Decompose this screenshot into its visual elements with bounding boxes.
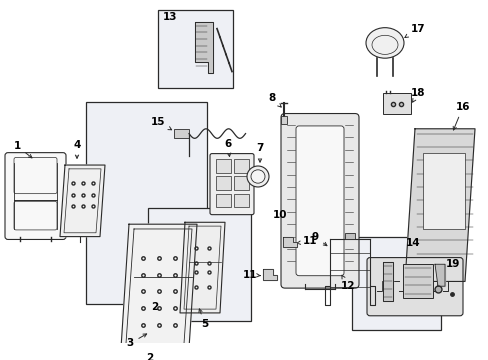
- Polygon shape: [195, 22, 213, 73]
- Bar: [174, 129, 189, 138]
- Text: 3: 3: [126, 334, 146, 348]
- Text: 7: 7: [256, 143, 263, 162]
- Bar: [281, 116, 286, 124]
- Bar: [382, 94, 410, 114]
- Polygon shape: [404, 129, 474, 282]
- Bar: [86, 102, 206, 304]
- Ellipse shape: [250, 170, 264, 183]
- Text: 13: 13: [163, 12, 177, 22]
- Ellipse shape: [365, 28, 403, 58]
- Text: 6: 6: [224, 139, 231, 157]
- Text: 12: 12: [340, 275, 354, 291]
- Bar: [422, 153, 464, 229]
- FancyBboxPatch shape: [366, 258, 462, 316]
- Text: 11: 11: [242, 270, 260, 280]
- Text: 19: 19: [440, 259, 459, 271]
- Text: 4: 4: [73, 140, 81, 158]
- Polygon shape: [60, 165, 105, 237]
- Bar: [234, 176, 248, 190]
- Bar: [351, 237, 440, 330]
- Text: 1: 1: [13, 141, 32, 158]
- FancyBboxPatch shape: [295, 126, 343, 276]
- Polygon shape: [121, 224, 197, 348]
- Bar: [158, 10, 232, 88]
- Polygon shape: [180, 222, 224, 313]
- Polygon shape: [434, 264, 444, 286]
- Bar: [234, 194, 248, 207]
- Text: 14: 14: [405, 238, 420, 248]
- Polygon shape: [263, 269, 276, 279]
- Text: 2: 2: [146, 353, 153, 360]
- Text: 16: 16: [452, 102, 469, 130]
- Bar: [345, 233, 354, 239]
- Bar: [216, 159, 230, 173]
- Bar: [234, 159, 248, 173]
- Text: 5: 5: [199, 309, 208, 329]
- FancyBboxPatch shape: [209, 154, 253, 215]
- Bar: [402, 264, 432, 298]
- FancyBboxPatch shape: [281, 113, 358, 288]
- Text: 9: 9: [311, 231, 326, 246]
- Text: 8: 8: [268, 93, 281, 107]
- Text: 11: 11: [296, 237, 317, 246]
- Text: 10: 10: [272, 210, 286, 220]
- FancyBboxPatch shape: [5, 153, 66, 239]
- Ellipse shape: [246, 166, 268, 187]
- Text: 15: 15: [150, 117, 171, 130]
- Text: 2: 2: [151, 302, 158, 312]
- Bar: [216, 194, 230, 207]
- Polygon shape: [382, 262, 392, 301]
- Text: 17: 17: [404, 24, 425, 37]
- Bar: [148, 208, 250, 320]
- Text: 18: 18: [410, 89, 425, 102]
- Bar: [216, 176, 230, 190]
- Polygon shape: [283, 237, 296, 247]
